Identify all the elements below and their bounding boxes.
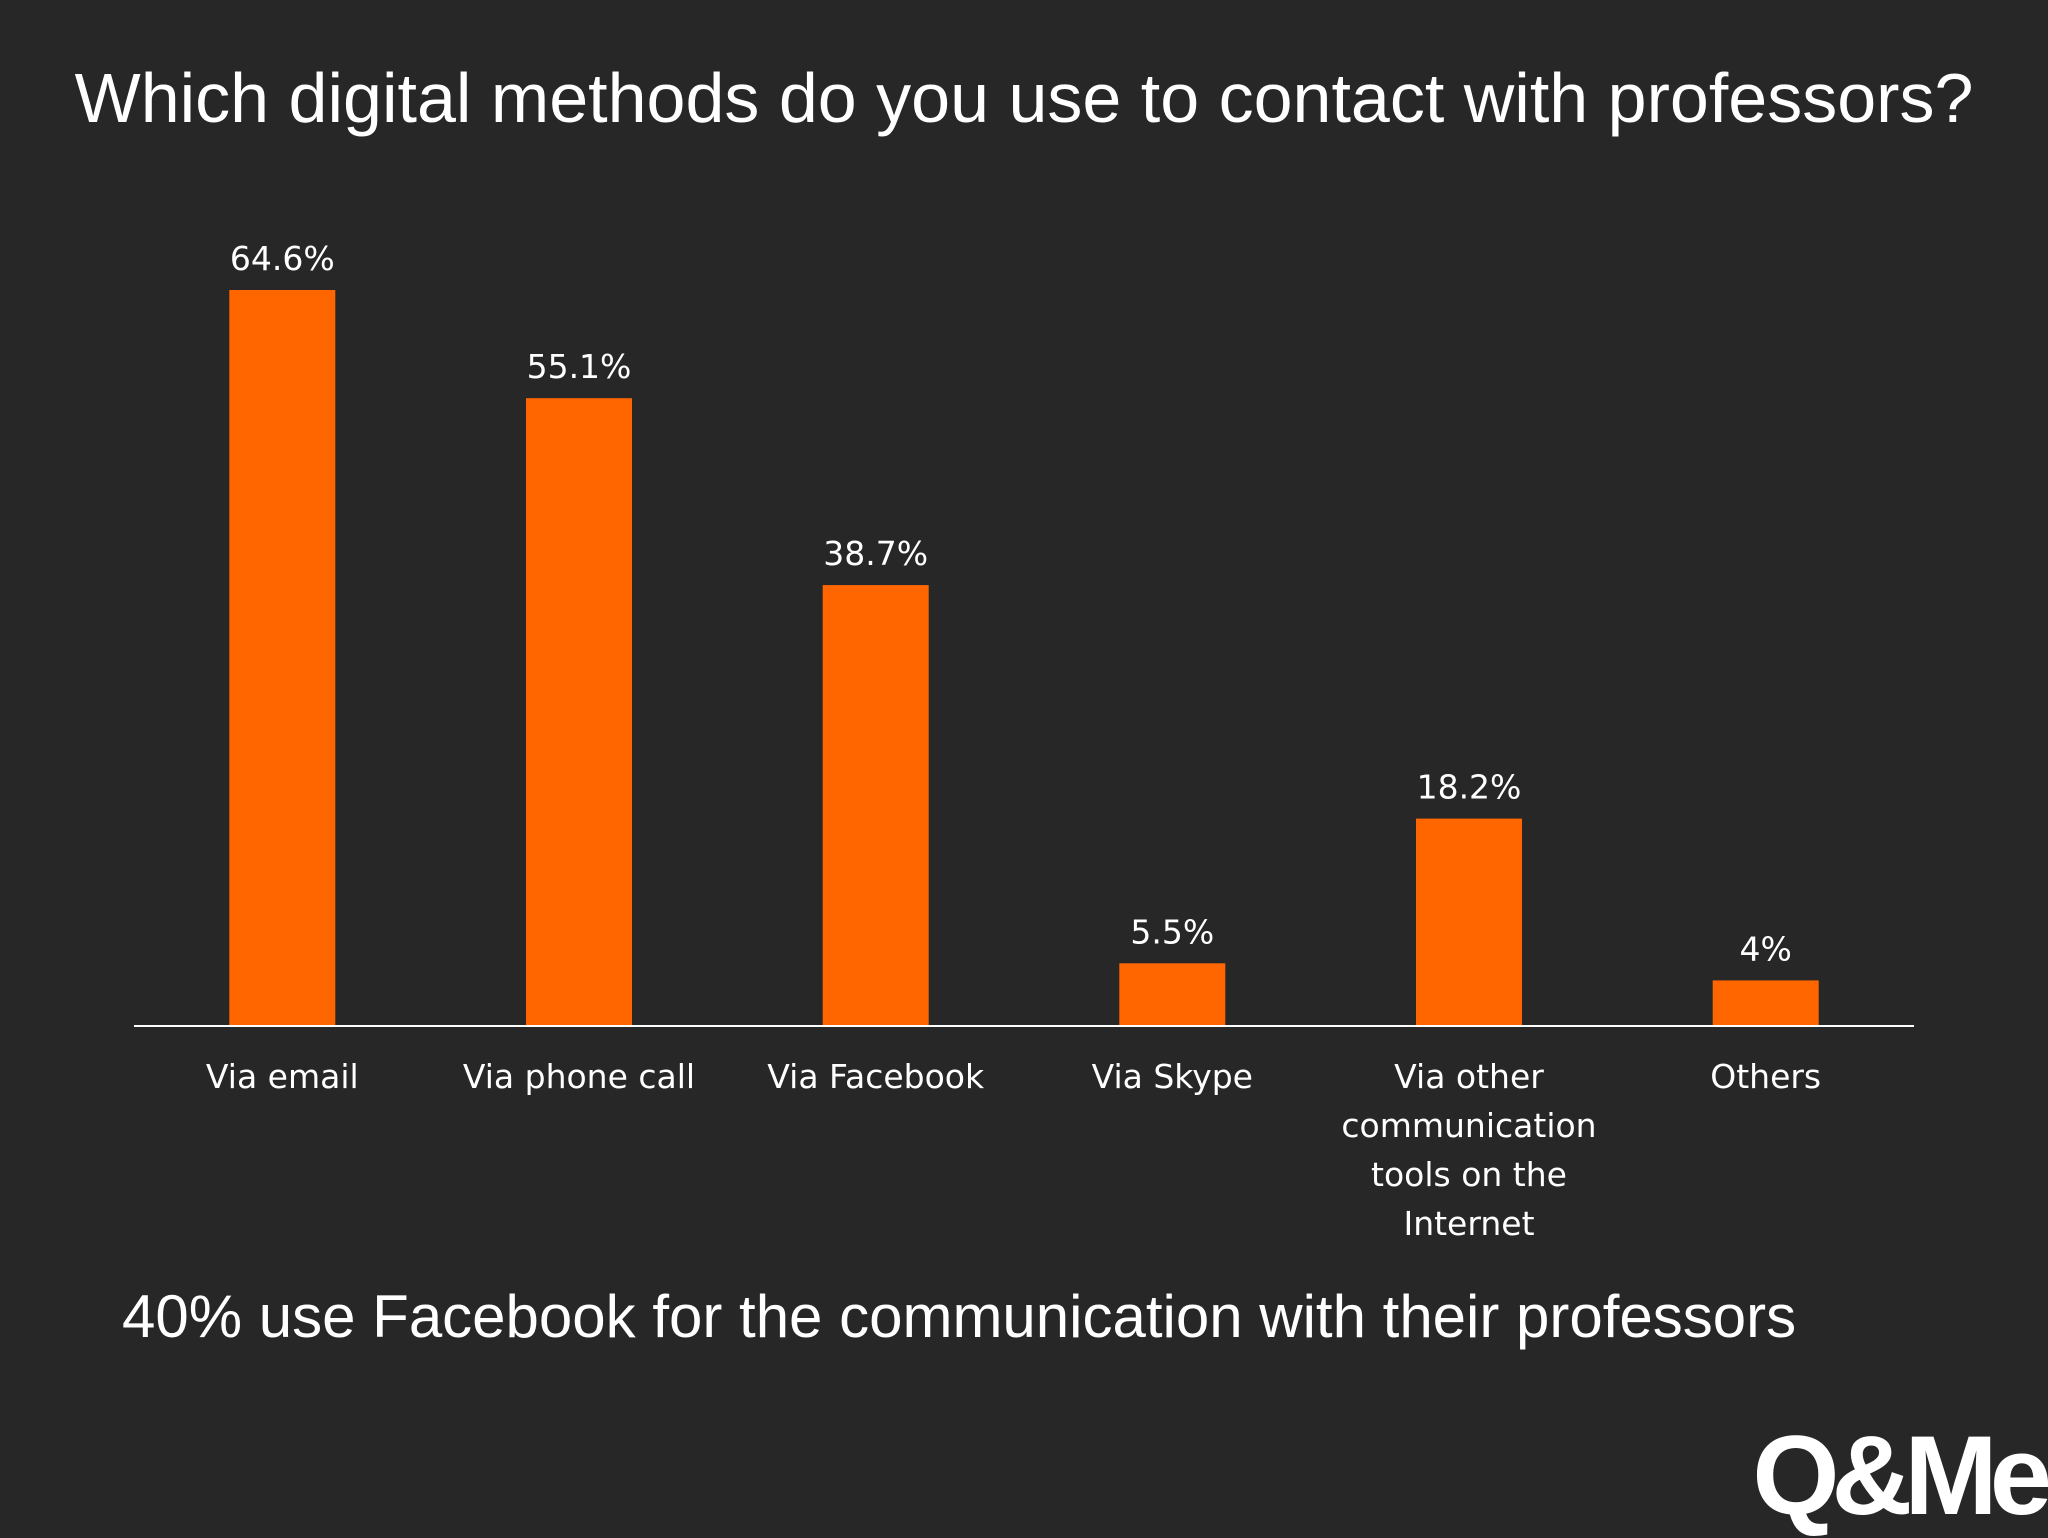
category-label: Via email — [206, 1057, 359, 1096]
bar — [822, 585, 929, 1026]
category-labels-group: Via email Via phone call Via Facebook Via S… — [206, 1057, 1821, 1243]
footnote-text: 40% use Facebook for the communication w… — [122, 1283, 1797, 1350]
category-label-line: tools on the — [1371, 1155, 1567, 1194]
bar — [526, 398, 632, 1026]
bar — [1119, 963, 1226, 1026]
data-label: 38.7% — [823, 534, 928, 573]
data-labels-group: 64.6% 55.1% 38.7% 5.5% 18.2% 4% — [230, 239, 1792, 968]
data-label: 64.6% — [230, 239, 335, 278]
category-label-line: Via email — [206, 1057, 359, 1096]
category-label: Via other communication tools on the Intern… — [1341, 1057, 1596, 1243]
category-label-line: Via Facebook — [767, 1057, 985, 1096]
category-label-line: Internet — [1403, 1204, 1534, 1243]
data-label: 4% — [1740, 929, 1792, 968]
data-label: 55.1% — [527, 347, 632, 386]
data-label: 18.2% — [1417, 768, 1522, 807]
category-label: Via Facebook — [767, 1057, 985, 1096]
bar — [229, 290, 336, 1026]
data-label: 5.5% — [1130, 912, 1214, 951]
category-label-line: communication — [1341, 1106, 1596, 1145]
bar — [1712, 980, 1819, 1026]
chart-title: Which digital methods do you use to cont… — [74, 59, 1974, 137]
brand-logo: Q&Me — [1752, 1413, 2048, 1538]
category-label-line: Via phone call — [463, 1057, 695, 1096]
category-label-line: Via other — [1394, 1057, 1544, 1096]
category-label-line: Others — [1710, 1057, 1821, 1096]
category-label-line: Via Skype — [1092, 1057, 1253, 1096]
category-label: Others — [1710, 1057, 1821, 1096]
bars-group — [229, 290, 1819, 1026]
category-label: Via Skype — [1092, 1057, 1253, 1096]
bar — [1416, 818, 1522, 1026]
category-label: Via phone call — [463, 1057, 695, 1096]
bar-chart: 64.6%55.1%38.7%5.5%18.2%4% Via email Via … — [134, 239, 1914, 1243]
